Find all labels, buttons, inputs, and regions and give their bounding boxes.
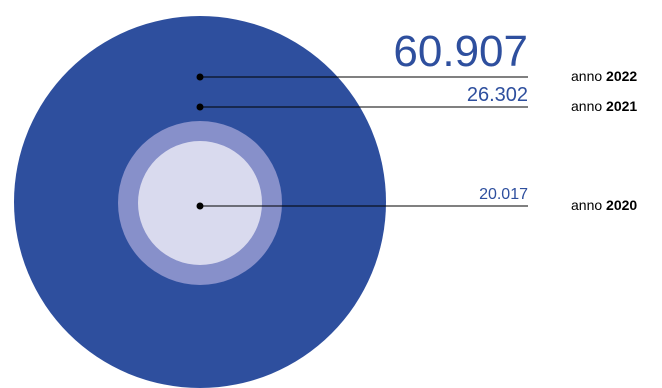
annotations-group: 60.907 anno 2022 26.302 anno 2021 20.017 anno… (196, 27, 637, 213)
value-label-2022: 60.907 (393, 27, 528, 76)
bubbles-group (14, 16, 386, 388)
year-label-2020: anno 2020 (571, 197, 637, 213)
year-label-2021: anno 2021 (571, 98, 637, 114)
value-label-2020: 20.017 (479, 186, 528, 203)
year-label-2022: anno 2022 (571, 68, 637, 84)
value-label-2021: 26.302 (467, 84, 528, 106)
